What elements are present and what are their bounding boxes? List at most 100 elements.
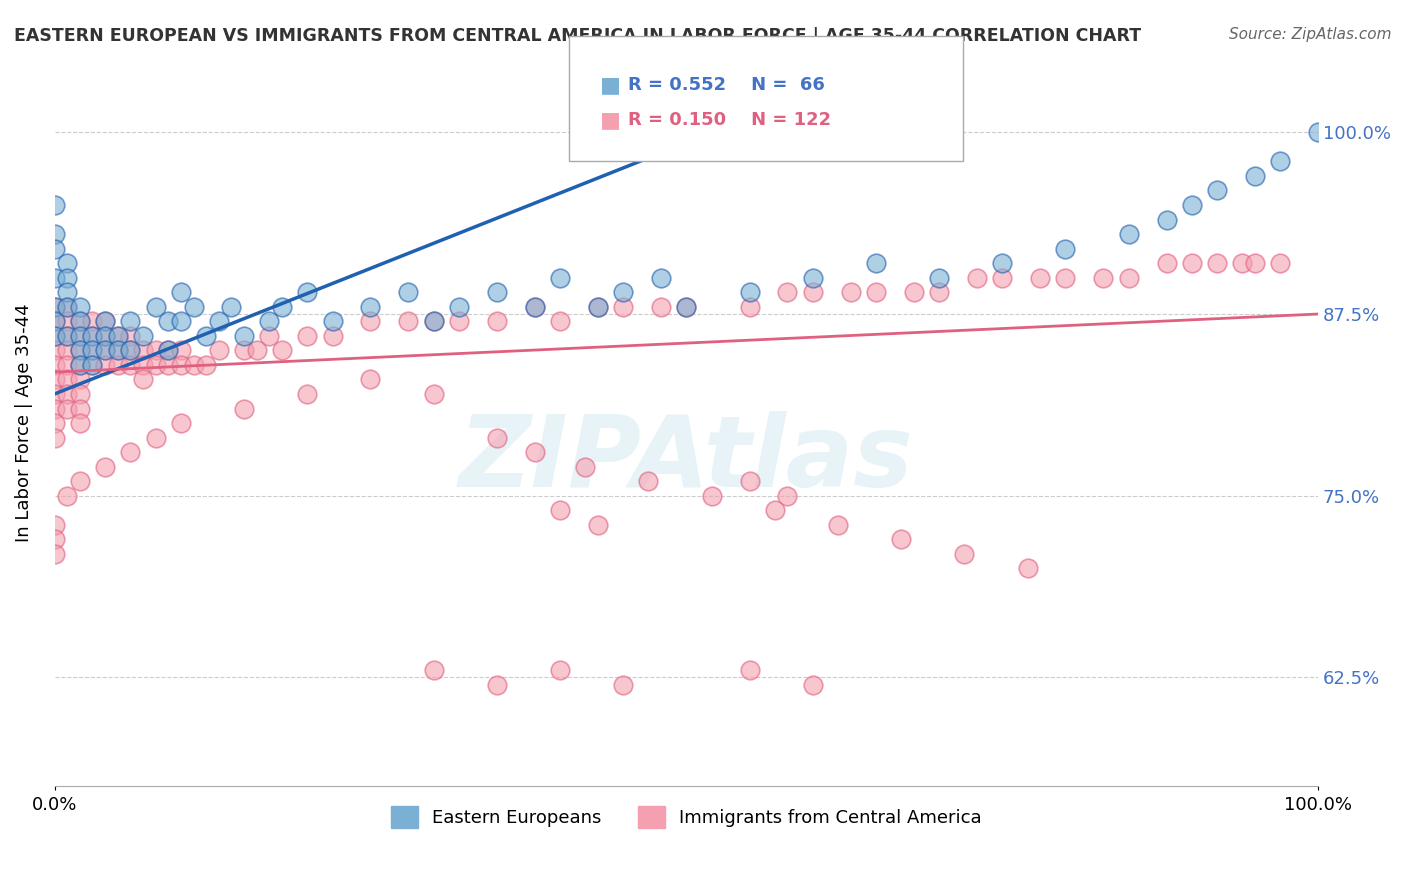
Point — [839, 285, 862, 300]
Point — [738, 663, 761, 677]
Point — [82, 328, 104, 343]
Point — [107, 343, 129, 358]
Point — [44, 416, 66, 430]
Point — [208, 343, 231, 358]
Point — [56, 387, 79, 401]
Point — [359, 300, 381, 314]
Point — [145, 300, 167, 314]
Point — [56, 489, 79, 503]
Point — [890, 533, 912, 547]
Point — [69, 343, 91, 358]
Point — [1308, 125, 1330, 139]
Point — [903, 285, 925, 300]
Point — [120, 343, 142, 358]
Point — [612, 678, 634, 692]
Point — [183, 300, 205, 314]
Point — [132, 328, 155, 343]
Point — [1206, 183, 1229, 197]
Point — [1270, 256, 1292, 270]
Point — [1232, 256, 1254, 270]
Point — [94, 459, 117, 474]
Point — [548, 663, 571, 677]
Point — [322, 314, 344, 328]
Point — [297, 285, 319, 300]
Point — [548, 314, 571, 328]
Point — [69, 314, 91, 328]
Point — [396, 285, 419, 300]
Point — [82, 343, 104, 358]
Point — [120, 445, 142, 459]
Point — [1054, 270, 1077, 285]
Point — [56, 270, 79, 285]
Point — [82, 328, 104, 343]
Point — [157, 314, 180, 328]
Point — [44, 431, 66, 445]
Point — [157, 343, 180, 358]
Point — [612, 300, 634, 314]
Point — [120, 358, 142, 372]
Point — [56, 300, 79, 314]
Point — [145, 343, 167, 358]
Point — [485, 678, 508, 692]
Point — [69, 387, 91, 401]
Point — [170, 416, 193, 430]
Text: ■: ■ — [600, 75, 621, 95]
Point — [107, 343, 129, 358]
Point — [157, 343, 180, 358]
Point — [801, 270, 824, 285]
Point — [738, 285, 761, 300]
Point — [44, 343, 66, 358]
Point — [44, 314, 66, 328]
Point — [271, 300, 294, 314]
Point — [612, 285, 634, 300]
Point — [44, 242, 66, 256]
Point — [548, 503, 571, 517]
Point — [107, 328, 129, 343]
Text: R = 0.150    N = 122: R = 0.150 N = 122 — [628, 112, 831, 129]
Point — [44, 547, 66, 561]
Point — [170, 358, 193, 372]
Point — [56, 358, 79, 372]
Point — [928, 285, 950, 300]
Point — [132, 372, 155, 386]
Point — [447, 300, 470, 314]
Point — [1118, 227, 1140, 241]
Point — [485, 314, 508, 328]
Point — [132, 358, 155, 372]
Point — [145, 431, 167, 445]
Point — [738, 300, 761, 314]
Point — [637, 474, 659, 488]
Point — [56, 256, 79, 270]
Point — [56, 328, 79, 343]
Y-axis label: In Labor Force | Age 35-44: In Labor Force | Age 35-44 — [15, 304, 32, 542]
Point — [44, 401, 66, 416]
Point — [69, 358, 91, 372]
Point — [1156, 256, 1178, 270]
Point — [221, 300, 243, 314]
Point — [170, 343, 193, 358]
Point — [763, 503, 786, 517]
Point — [422, 314, 444, 328]
Point — [1181, 256, 1204, 270]
Point — [132, 343, 155, 358]
Point — [69, 314, 91, 328]
Point — [259, 328, 281, 343]
Point — [586, 517, 609, 532]
Point — [675, 300, 697, 314]
Point — [183, 358, 205, 372]
Point — [1244, 169, 1267, 183]
Text: Source: ZipAtlas.com: Source: ZipAtlas.com — [1229, 27, 1392, 42]
Point — [44, 328, 66, 343]
Point — [1029, 270, 1052, 285]
Point — [233, 328, 256, 343]
Point — [1118, 270, 1140, 285]
Point — [422, 387, 444, 401]
Point — [928, 270, 950, 285]
Point — [107, 328, 129, 343]
Point — [69, 358, 91, 372]
Point — [297, 387, 319, 401]
Legend: Eastern Europeans, Immigrants from Central America: Eastern Europeans, Immigrants from Centr… — [384, 799, 990, 836]
Point — [44, 300, 66, 314]
Point — [107, 358, 129, 372]
Point — [44, 387, 66, 401]
